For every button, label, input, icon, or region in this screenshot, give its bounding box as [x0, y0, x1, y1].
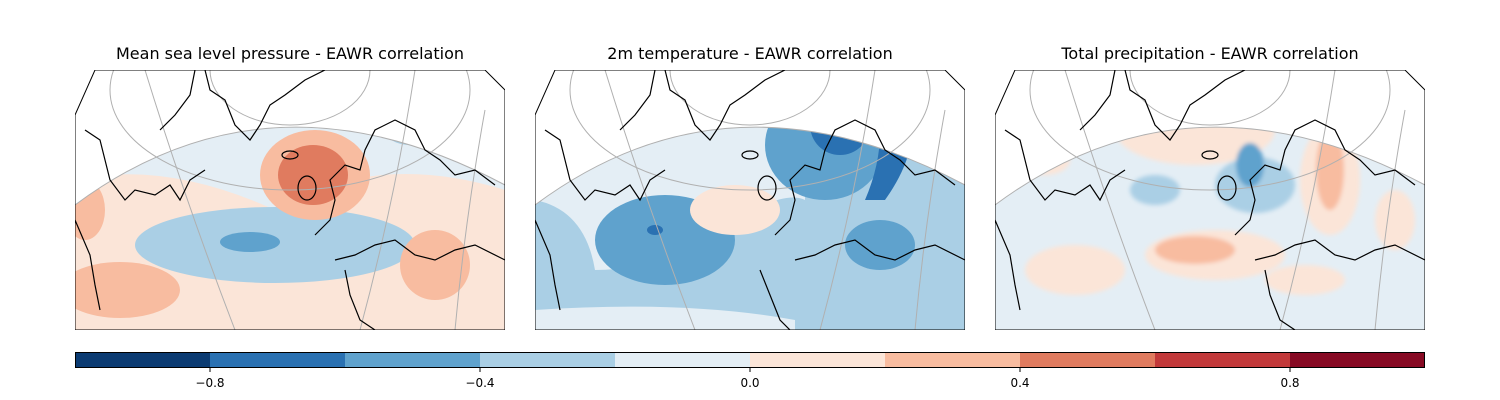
panel-title-t2m: 2m temperature - EAWR correlation [607, 44, 893, 63]
colorbar-segment [345, 352, 480, 368]
panel-title-tp: Total precipitation - EAWR correlation [1061, 44, 1359, 63]
map-panel-tp [995, 70, 1425, 330]
map-panel-msl [75, 70, 505, 330]
colorbar [75, 352, 1425, 372]
colorbar-segment [1155, 352, 1290, 368]
colorbar-segment [1020, 352, 1155, 368]
colorbar-tick-label: 0.0 [740, 376, 760, 390]
colorbar-segment [480, 352, 615, 368]
map-panel-t2m [535, 70, 965, 330]
colorbar-frame [75, 352, 1425, 368]
colorbar-tick-label: 0.4 [1010, 376, 1030, 390]
colorbar-tick-label: −0.4 [465, 376, 495, 390]
colorbar-tick-label: −0.8 [195, 376, 225, 390]
colorbar-segment [750, 352, 885, 368]
colorbar-segment [1290, 352, 1425, 368]
colorbar-segment [615, 352, 750, 368]
colorbar-segment [210, 352, 345, 368]
panel-title-msl: Mean sea level pressure - EAWR correlati… [116, 44, 464, 63]
colorbar-segment [885, 352, 1020, 368]
colorbar-segment [75, 352, 210, 368]
colorbar-tick-label: 0.8 [1280, 376, 1300, 390]
